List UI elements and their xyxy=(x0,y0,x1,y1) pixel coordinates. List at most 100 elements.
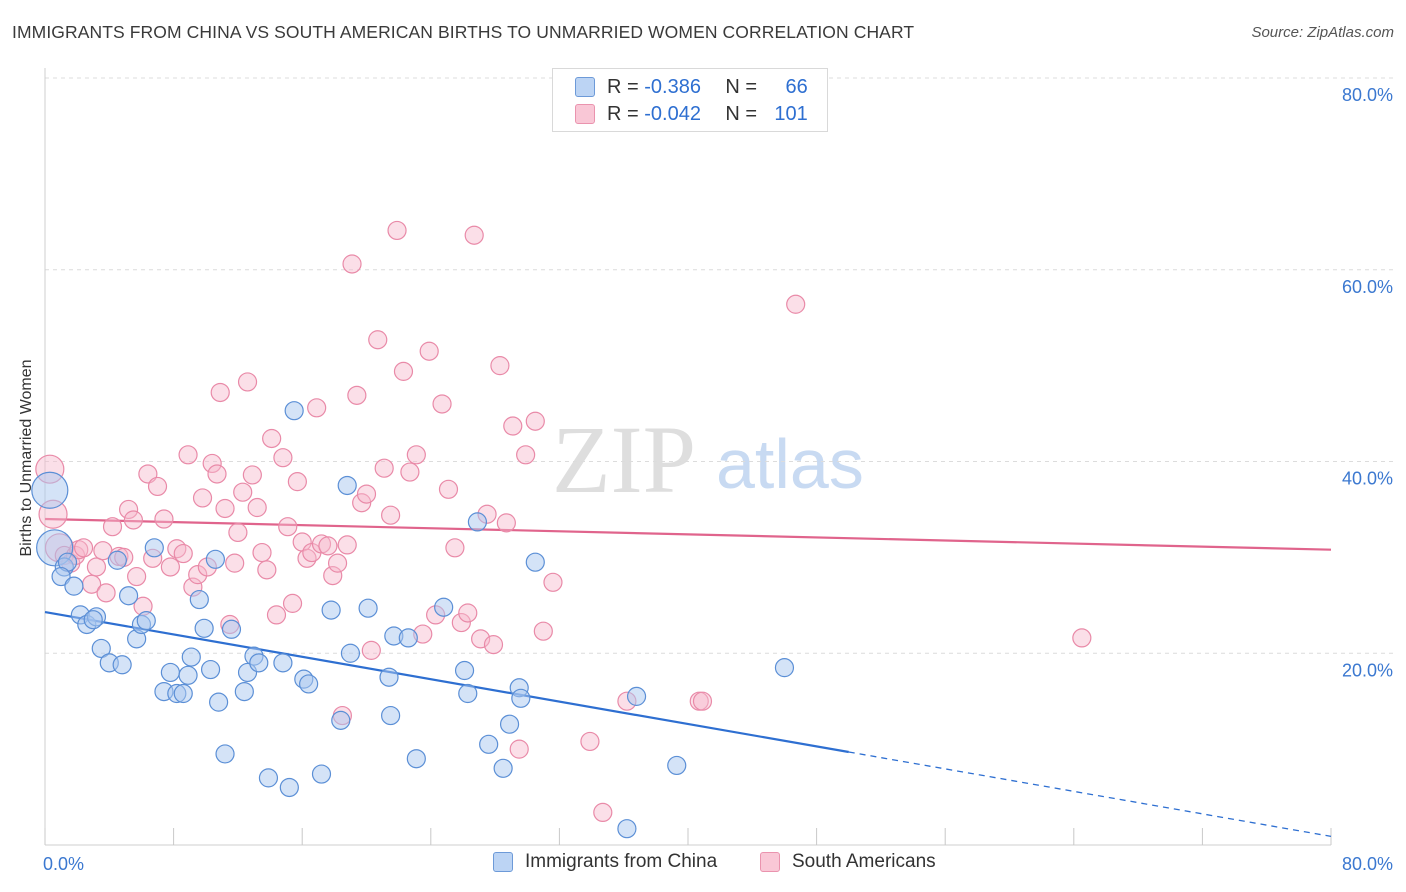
legend-swatch-south-americans xyxy=(575,104,595,124)
point-china xyxy=(358,598,378,618)
y-tick-label: 40.0% xyxy=(1342,469,1393,489)
trend-line-china-extension xyxy=(848,751,1332,838)
legend-n-value: 101 xyxy=(774,102,808,125)
point-south-americans xyxy=(393,361,414,381)
point-china xyxy=(454,660,475,681)
point-china xyxy=(64,576,84,596)
point-china xyxy=(209,692,229,712)
point-south-americans xyxy=(154,509,174,529)
point-china xyxy=(215,744,235,764)
legend-label-south-americans: South Americans xyxy=(792,851,936,872)
legend-n-label: N = xyxy=(725,102,758,125)
legend-row-south-americans: R = -0.042 N = 101 xyxy=(575,102,808,126)
point-china xyxy=(493,758,513,778)
y-tick-label: 60.0% xyxy=(1342,277,1393,297)
point-south-americans xyxy=(127,566,147,587)
legend-swatch-china xyxy=(493,852,513,872)
watermark-zip: ZIP xyxy=(552,406,696,513)
point-south-americans xyxy=(273,448,293,468)
point-south-americans xyxy=(327,553,348,573)
point-china xyxy=(279,777,299,798)
point-south-americans xyxy=(118,499,139,520)
trend-line-south-americans xyxy=(44,517,1332,551)
point-south-americans xyxy=(419,341,439,361)
point-south-americans xyxy=(1072,628,1092,648)
y-tick-label: 80.0% xyxy=(1342,85,1393,105)
point-south-americans xyxy=(266,605,287,625)
point-china xyxy=(221,619,242,639)
point-south-americans xyxy=(361,640,381,660)
point-china xyxy=(434,597,454,617)
point-south-americans xyxy=(287,472,307,492)
point-south-americans xyxy=(347,385,367,405)
legend-r-label: R = xyxy=(607,75,639,98)
point-china xyxy=(331,710,351,730)
point-south-americans xyxy=(173,543,193,564)
point-china xyxy=(321,600,341,620)
point-south-americans xyxy=(192,488,213,508)
point-china xyxy=(311,764,332,784)
point-china xyxy=(525,552,545,572)
point-south-americans xyxy=(525,411,545,431)
legend-n-label: N = xyxy=(725,75,758,98)
point-south-americans xyxy=(102,517,123,537)
tick-labels: 20.0% 40.0% 60.0% 80.0% 0.0% 80.0% xyxy=(43,85,1393,874)
point-south-americans xyxy=(123,510,144,530)
point-south-americans xyxy=(374,458,394,478)
point-south-americans xyxy=(73,538,94,558)
point-south-americans xyxy=(247,497,267,518)
point-china xyxy=(379,667,399,687)
point-south-americans xyxy=(432,394,452,414)
point-china xyxy=(273,653,293,673)
legend-item-south-americans: South Americans xyxy=(760,851,936,873)
point-china xyxy=(205,549,225,569)
point-south-americans xyxy=(188,565,208,585)
point-china xyxy=(194,618,214,638)
point-south-americans xyxy=(318,536,338,556)
legend-r-label: R = xyxy=(607,102,639,125)
point-south-americans xyxy=(242,465,262,485)
series-legend: Immigrants from China South Americans xyxy=(0,851,1406,879)
point-china xyxy=(398,628,418,648)
point-south-americans xyxy=(692,691,713,711)
point-china xyxy=(340,643,361,663)
point-south-americans xyxy=(86,557,107,577)
point-south-americans xyxy=(228,522,248,543)
point-south-americans xyxy=(543,572,563,592)
watermark: ZIP atlas xyxy=(552,406,864,513)
legend-swatch-china xyxy=(575,77,595,97)
point-china xyxy=(337,475,357,496)
point-south-americans xyxy=(406,445,426,465)
point-south-americans xyxy=(337,535,357,555)
point-china xyxy=(51,566,71,587)
point-china xyxy=(511,688,531,708)
point-china xyxy=(774,658,795,678)
point-south-americans xyxy=(307,398,327,418)
legend-item-china: Immigrants from China xyxy=(493,851,717,873)
point-south-americans xyxy=(458,603,478,623)
point-china xyxy=(467,512,488,532)
y-tick-label: 20.0% xyxy=(1342,660,1393,680)
point-south-americans xyxy=(464,225,484,245)
point-china xyxy=(617,819,637,839)
point-south-americans xyxy=(278,517,298,537)
point-china xyxy=(181,647,201,667)
point-south-americans xyxy=(160,557,180,577)
point-china xyxy=(479,734,499,754)
point-china xyxy=(144,538,164,558)
point-china xyxy=(160,662,180,683)
point-china xyxy=(83,610,103,630)
point-south-americans xyxy=(237,372,258,392)
point-china xyxy=(458,683,478,704)
point-south-americans xyxy=(215,498,235,519)
x-tick-label: 80.0% xyxy=(1342,854,1393,874)
grid xyxy=(45,77,1395,654)
point-china xyxy=(249,653,269,673)
point-south-americans xyxy=(225,553,245,573)
point-south-americans xyxy=(445,538,465,558)
point-south-americans xyxy=(147,476,168,497)
point-south-americans xyxy=(400,462,420,482)
point-south-americans xyxy=(451,612,471,633)
point-china xyxy=(189,589,209,610)
legend-row-china: R = -0.386 N = 66 xyxy=(575,75,808,99)
